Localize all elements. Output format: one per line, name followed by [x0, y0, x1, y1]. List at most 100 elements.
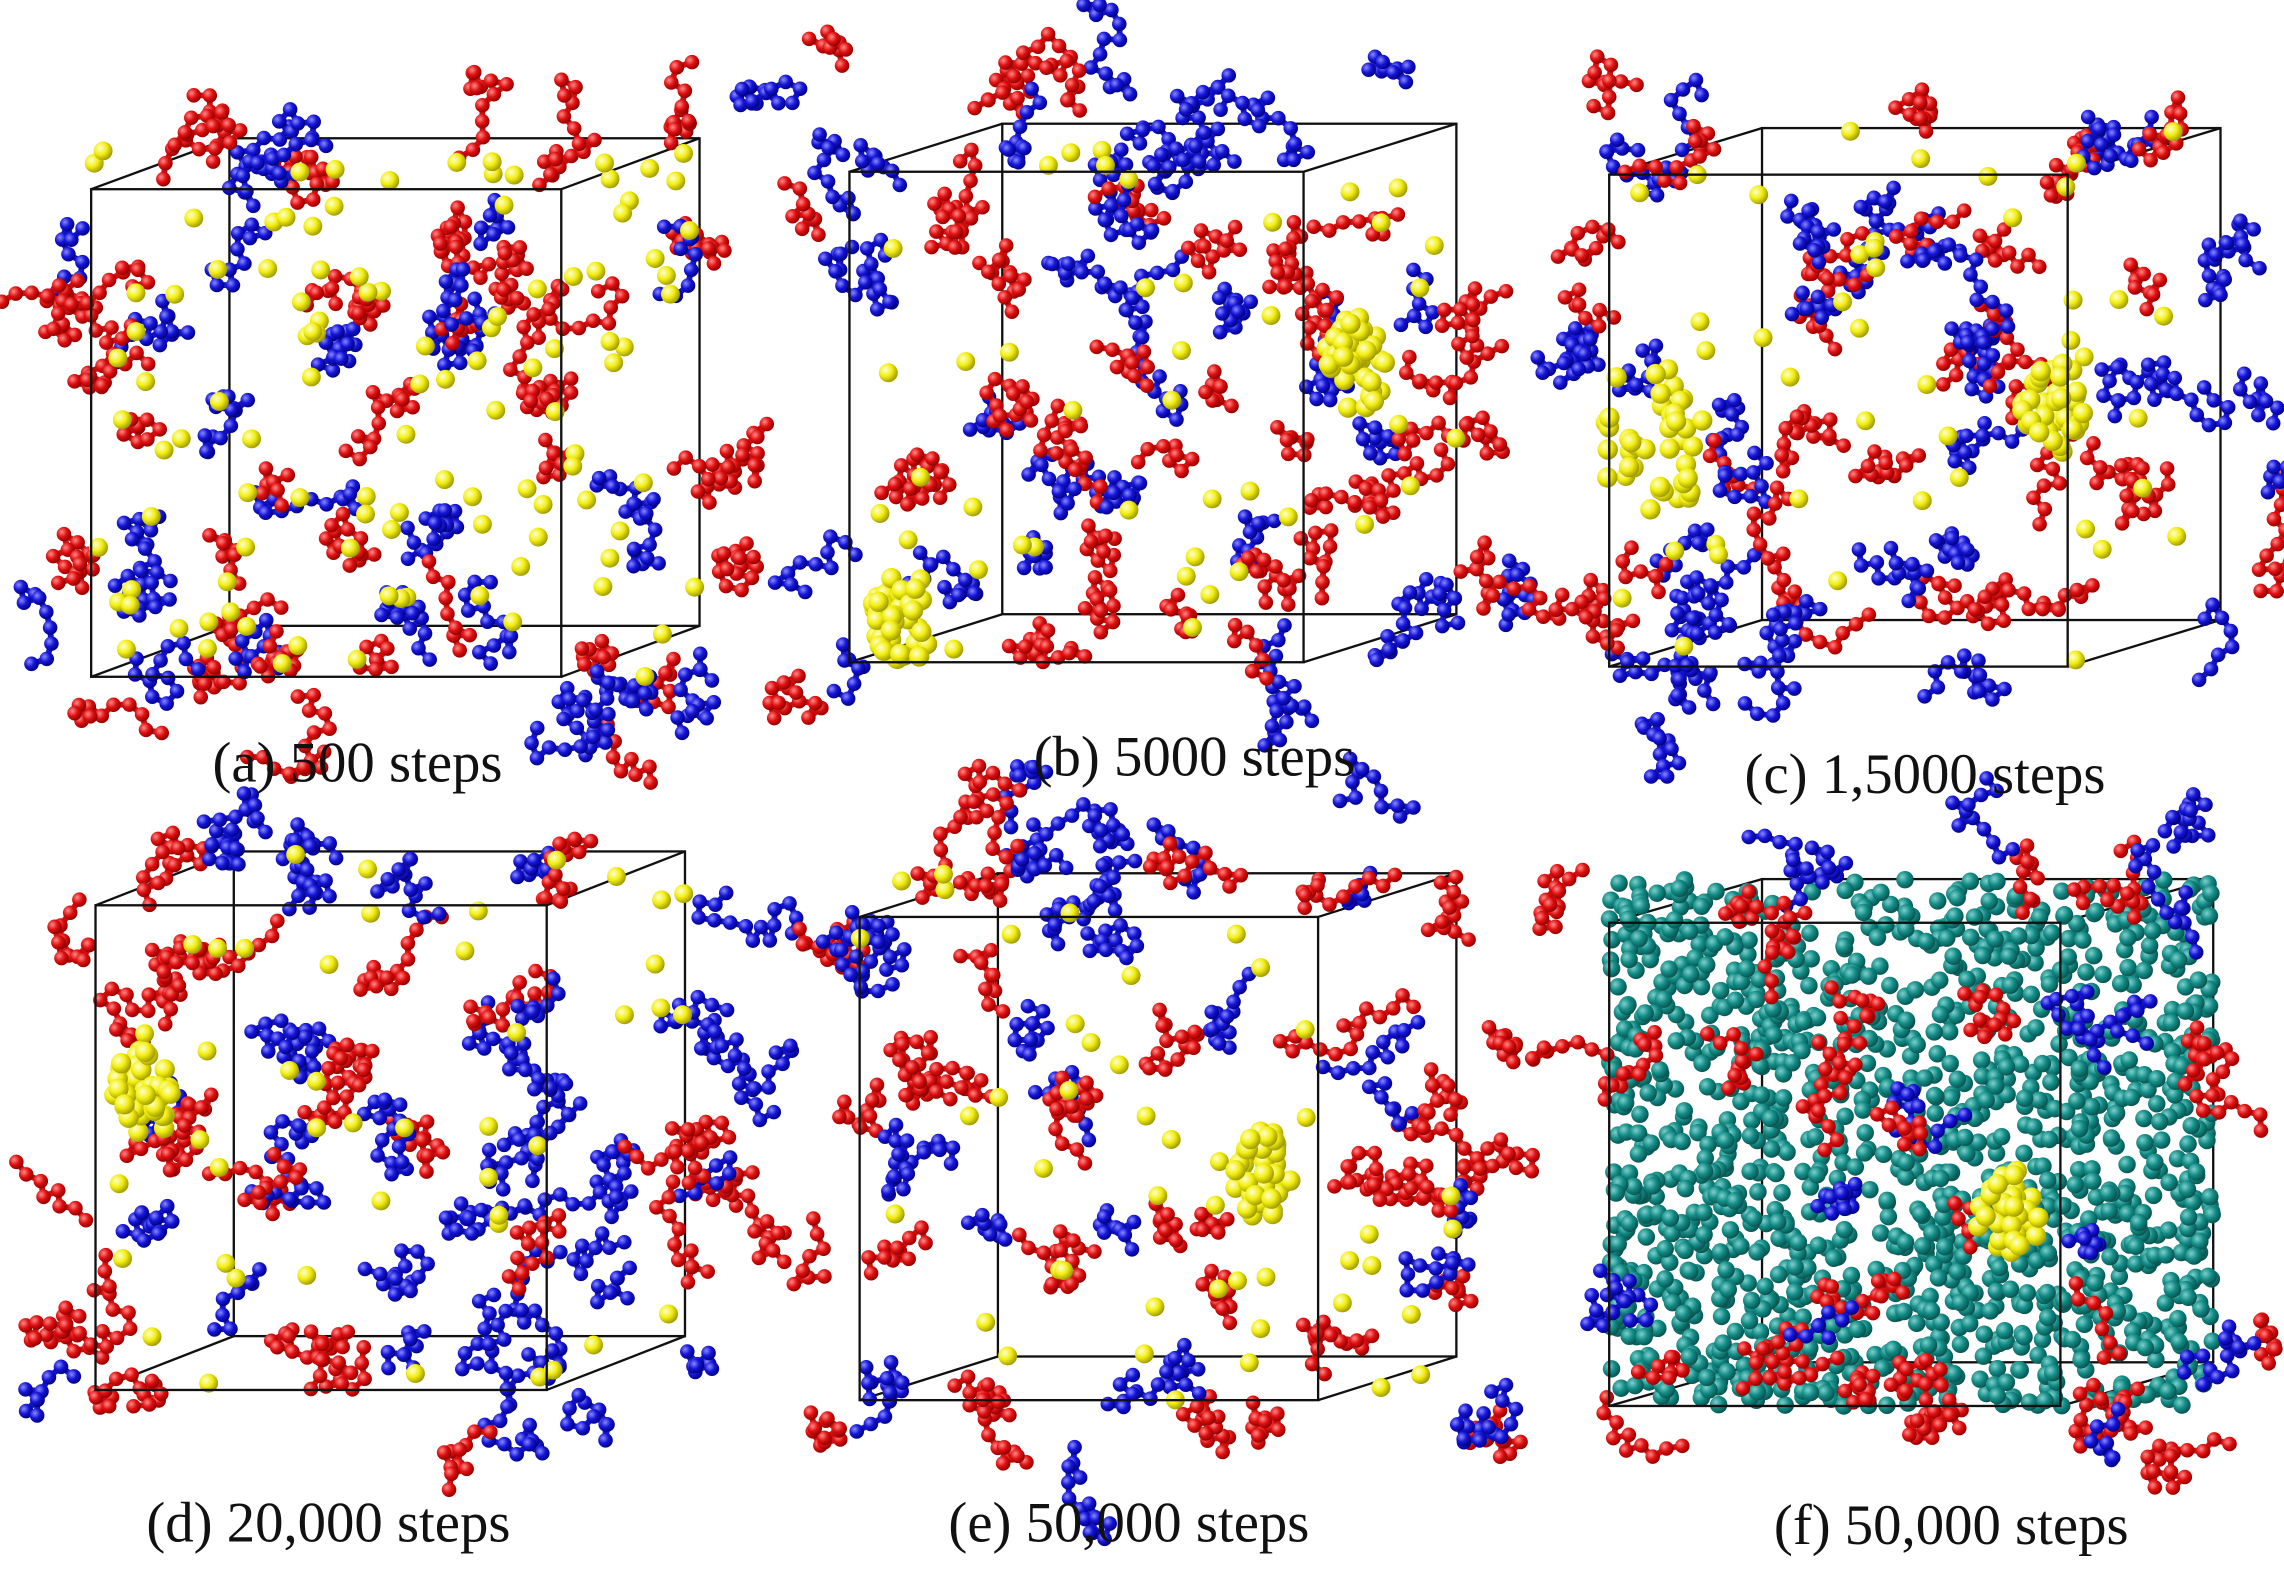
particle [396, 424, 416, 444]
bead [1727, 392, 1742, 408]
bead [1564, 601, 1580, 617]
bead [1630, 142, 1646, 158]
bead [312, 1368, 328, 1384]
bead [1027, 845, 1043, 861]
bead [1401, 59, 1416, 75]
bead [197, 676, 213, 691]
bead [388, 1271, 403, 1286]
bead [213, 430, 228, 446]
bead [625, 693, 641, 709]
bead [2010, 259, 2025, 274]
bead [1746, 506, 1762, 522]
bead [1398, 1251, 1414, 1266]
bead [1525, 1147, 1540, 1163]
bead [929, 224, 944, 239]
bead [1964, 381, 1980, 397]
bead [342, 486, 358, 502]
bead [1132, 136, 1148, 151]
particle [1749, 185, 1769, 205]
bead [495, 1002, 511, 1017]
bead [705, 1192, 721, 1208]
bead [169, 683, 185, 699]
bead [2000, 319, 2016, 334]
bead [520, 335, 535, 350]
bead [1434, 618, 1450, 634]
bead [995, 1004, 1011, 1019]
bead [598, 735, 613, 750]
bead [1103, 227, 1119, 243]
bead [1484, 1384, 1499, 1399]
particle [307, 1071, 326, 1091]
bead [1267, 513, 1282, 529]
bead [1483, 424, 1498, 439]
bead [1188, 138, 1203, 154]
bead [503, 362, 518, 377]
bead [1447, 590, 1463, 606]
bead [761, 1064, 776, 1079]
particle [467, 351, 487, 371]
bead [1450, 315, 1466, 331]
bead [1571, 361, 1586, 377]
bead [1355, 431, 1371, 447]
bead [702, 495, 717, 510]
bead [848, 547, 863, 563]
bead [237, 1192, 252, 1208]
bead [199, 444, 214, 459]
bead [1067, 462, 1083, 478]
bead [1028, 55, 1043, 71]
particle [455, 941, 475, 961]
bead [1271, 632, 1286, 648]
bead [895, 1375, 910, 1390]
bead [288, 1170, 304, 1185]
bead [1375, 509, 1391, 524]
bead [72, 892, 87, 907]
bead [605, 750, 621, 765]
bead [923, 557, 939, 572]
bead [1302, 550, 1318, 566]
bead [2259, 548, 2274, 563]
bead [2094, 137, 2109, 152]
bead [1227, 219, 1243, 235]
bead [691, 910, 706, 925]
particle [165, 284, 185, 304]
bead [1167, 1350, 1183, 1366]
bead [541, 301, 556, 317]
bead [1969, 292, 1984, 308]
bead [571, 136, 587, 152]
particle [584, 1335, 604, 1355]
bead [1418, 319, 1433, 335]
bead [1107, 903, 1123, 918]
bead [1135, 299, 1150, 315]
bead [718, 578, 734, 594]
bead [42, 1316, 58, 1331]
bead [266, 761, 282, 777]
bead [2096, 388, 2111, 404]
bead [95, 1324, 110, 1339]
bead [1175, 1406, 1191, 1422]
bead [149, 1210, 164, 1226]
bead [495, 1182, 511, 1197]
bead [309, 176, 325, 192]
bead [1609, 622, 1624, 638]
bead [1811, 254, 1827, 270]
particle [586, 261, 606, 281]
bead [912, 1074, 927, 1089]
bead [1096, 1209, 1112, 1224]
bead [835, 637, 851, 652]
particle [577, 490, 597, 510]
bead [1318, 486, 1334, 501]
bead [1935, 377, 1951, 392]
bead [1098, 942, 1114, 958]
bead [1105, 614, 1121, 630]
bead [1644, 666, 1659, 682]
bead [466, 1013, 481, 1029]
bead [1152, 369, 1167, 384]
bead [1040, 623, 1056, 638]
particle [358, 282, 378, 302]
bead [134, 707, 150, 722]
bead [691, 458, 707, 474]
bead [562, 1401, 577, 1416]
bead [1071, 63, 1087, 78]
bead [1140, 441, 1155, 457]
bead [806, 1211, 821, 1226]
